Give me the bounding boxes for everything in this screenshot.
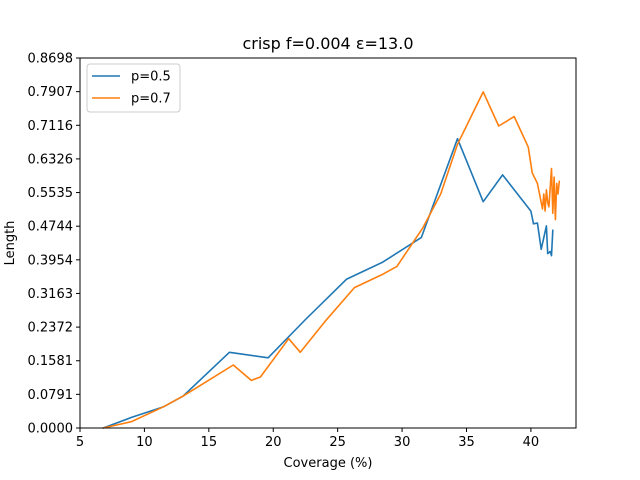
legend-label: p=0.5 (131, 70, 171, 85)
y-tick-label: 0.8698 (28, 52, 74, 67)
plot-background (80, 58, 576, 428)
axis-layer: 5 10 15 20 25 30 35 40 0.0000 0.0791 0.1581 0.2372 0… (28, 52, 540, 451)
series-layer (102, 91, 561, 429)
series-line-p-0-7 (102, 91, 561, 429)
x-tick-label: 5 (76, 435, 84, 450)
y-tick-label: 0.6326 (28, 152, 74, 167)
chart-title: crisp f=0.004 ε=13.0 (242, 34, 413, 53)
y-tick-label: 0.3163 (28, 287, 74, 302)
x-tick-label: 20 (265, 435, 282, 450)
legend-label: p=0.7 (131, 92, 171, 107)
y-tick-label: 0.3954 (28, 253, 74, 268)
x-tick-label: 10 (136, 435, 153, 450)
x-tick-label: 40 (523, 435, 540, 450)
x-tick-label: 30 (394, 435, 411, 450)
x-tick-label: 25 (329, 435, 346, 450)
y-tick-label: 0.1581 (28, 354, 74, 369)
y-tick-label: 0.5535 (28, 186, 74, 201)
x-tick-label: 15 (201, 435, 218, 450)
y-tick-label: 0.7907 (28, 85, 74, 100)
y-tick-label: 0.0791 (28, 388, 74, 403)
y-axis-title: Length (3, 221, 18, 266)
x-axis-title: Coverage (%) (284, 456, 373, 471)
y-tick-label: 0.2372 (28, 321, 74, 336)
y-tick-label: 0.0000 (28, 422, 74, 437)
plot-frame (79, 57, 577, 429)
legend: p=0.5 p=0.7 (86, 63, 181, 113)
x-tick-label: 35 (458, 435, 475, 450)
series-line-p-0-5 (102, 137, 554, 429)
y-tick-label: 0.4744 (28, 220, 74, 235)
y-tick-label: 0.7116 (28, 119, 74, 134)
